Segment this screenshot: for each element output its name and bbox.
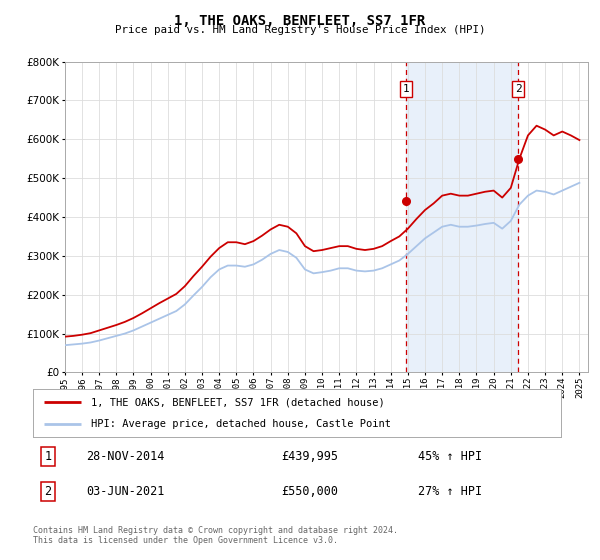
Text: 03-JUN-2021: 03-JUN-2021 — [86, 485, 164, 498]
Text: 1, THE OAKS, BENFLEET, SS7 1FR: 1, THE OAKS, BENFLEET, SS7 1FR — [175, 14, 425, 28]
Text: HPI: Average price, detached house, Castle Point: HPI: Average price, detached house, Cast… — [91, 419, 391, 429]
Text: 45% ↑ HPI: 45% ↑ HPI — [418, 450, 482, 463]
Text: This data is licensed under the Open Government Licence v3.0.: This data is licensed under the Open Gov… — [33, 536, 338, 545]
Text: Price paid vs. HM Land Registry's House Price Index (HPI): Price paid vs. HM Land Registry's House … — [115, 25, 485, 35]
Text: Contains HM Land Registry data © Crown copyright and database right 2024.: Contains HM Land Registry data © Crown c… — [33, 526, 398, 535]
Text: 1: 1 — [44, 450, 52, 463]
Text: 2: 2 — [515, 84, 521, 94]
Text: £439,995: £439,995 — [281, 450, 338, 463]
Text: 2: 2 — [44, 485, 52, 498]
Text: 1, THE OAKS, BENFLEET, SS7 1FR (detached house): 1, THE OAKS, BENFLEET, SS7 1FR (detached… — [91, 397, 385, 407]
Text: £550,000: £550,000 — [281, 485, 338, 498]
Text: 1: 1 — [403, 84, 410, 94]
Text: 28-NOV-2014: 28-NOV-2014 — [86, 450, 164, 463]
Bar — [406, 62, 518, 372]
Text: 27% ↑ HPI: 27% ↑ HPI — [418, 485, 482, 498]
